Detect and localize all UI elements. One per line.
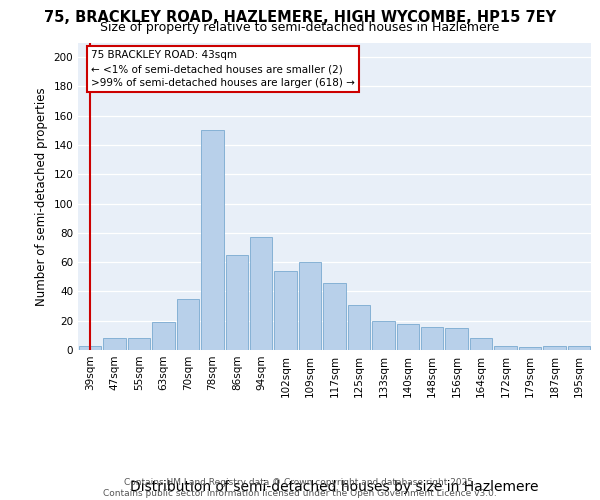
Y-axis label: Number of semi-detached properties: Number of semi-detached properties xyxy=(35,87,48,306)
Bar xyxy=(226,255,248,350)
Text: 75 BRACKLEY ROAD: 43sqm
← <1% of semi-detached houses are smaller (2)
>99% of se: 75 BRACKLEY ROAD: 43sqm ← <1% of semi-de… xyxy=(91,50,355,88)
Bar xyxy=(372,320,395,350)
Bar xyxy=(128,338,151,350)
Bar xyxy=(470,338,493,350)
Bar xyxy=(152,322,175,350)
Bar xyxy=(494,346,517,350)
Bar xyxy=(201,130,224,350)
X-axis label: Distribution of semi-detached houses by size in Hazlemere: Distribution of semi-detached houses by … xyxy=(130,480,539,494)
Text: Size of property relative to semi-detached houses in Hazlemere: Size of property relative to semi-detach… xyxy=(100,21,500,34)
Text: Contains HM Land Registry data © Crown copyright and database right 2025.
Contai: Contains HM Land Registry data © Crown c… xyxy=(103,478,497,498)
Bar xyxy=(250,238,272,350)
Text: 75, BRACKLEY ROAD, HAZLEMERE, HIGH WYCOMBE, HP15 7EY: 75, BRACKLEY ROAD, HAZLEMERE, HIGH WYCOM… xyxy=(44,10,556,25)
Bar xyxy=(323,282,346,350)
Bar xyxy=(397,324,419,350)
Bar xyxy=(445,328,468,350)
Bar xyxy=(347,304,370,350)
Bar xyxy=(518,347,541,350)
Bar xyxy=(274,271,297,350)
Bar xyxy=(543,346,566,350)
Bar xyxy=(421,326,443,350)
Bar xyxy=(79,346,101,350)
Bar xyxy=(568,346,590,350)
Bar xyxy=(299,262,322,350)
Bar xyxy=(176,298,199,350)
Bar xyxy=(103,338,126,350)
